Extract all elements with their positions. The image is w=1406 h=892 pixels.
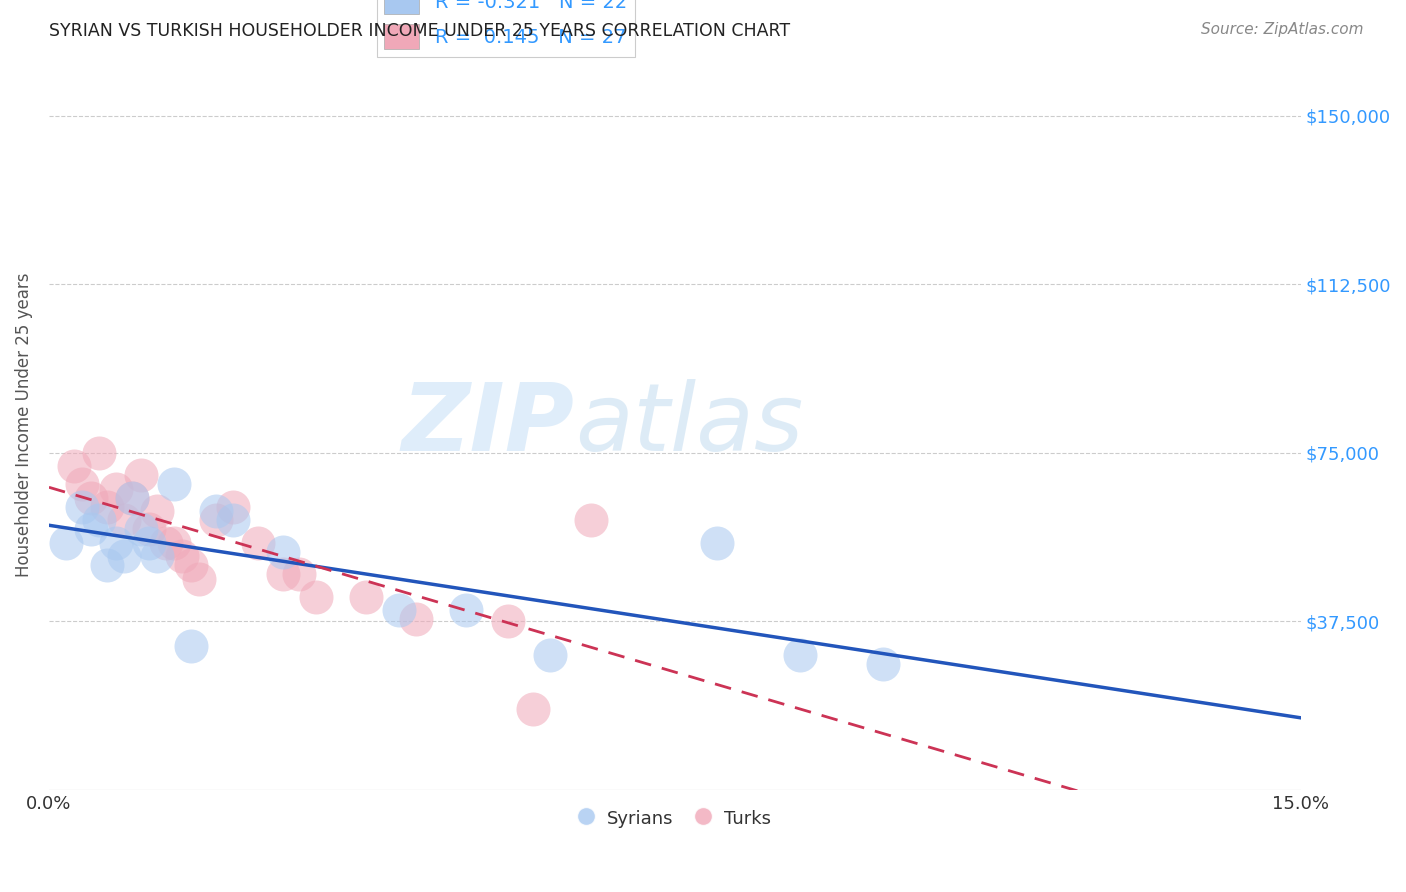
Point	[496, 615, 519, 629]
Point	[96, 500, 118, 514]
Point	[129, 468, 152, 483]
Point	[163, 535, 186, 549]
Point	[104, 482, 127, 496]
Point	[271, 567, 294, 582]
Y-axis label: Householder Income Under 25 years: Householder Income Under 25 years	[15, 273, 32, 577]
Point	[172, 549, 194, 564]
Text: SYRIAN VS TURKISH HOUSEHOLDER INCOME UNDER 25 YEARS CORRELATION CHART: SYRIAN VS TURKISH HOUSEHOLDER INCOME UND…	[49, 22, 790, 40]
Point	[188, 572, 211, 586]
Point	[121, 491, 143, 505]
Text: ZIP: ZIP	[402, 379, 575, 471]
Point	[146, 549, 169, 564]
Point	[305, 590, 328, 604]
Point	[138, 535, 160, 549]
Point	[271, 545, 294, 559]
Point	[246, 535, 269, 549]
Point	[55, 535, 77, 549]
Point	[87, 446, 110, 460]
Point	[155, 535, 177, 549]
Point	[80, 491, 103, 505]
Point	[180, 639, 202, 653]
Text: Source: ZipAtlas.com: Source: ZipAtlas.com	[1201, 22, 1364, 37]
Point	[456, 603, 478, 617]
Text: atlas: atlas	[575, 379, 803, 470]
Point	[581, 513, 603, 527]
Point	[163, 477, 186, 491]
Point	[87, 513, 110, 527]
Point	[221, 513, 243, 527]
Point	[706, 535, 728, 549]
Point	[288, 567, 311, 582]
Point	[388, 603, 411, 617]
Point	[538, 648, 561, 662]
Point	[872, 657, 894, 671]
Point	[221, 500, 243, 514]
Point	[354, 590, 377, 604]
Point	[205, 513, 228, 527]
Point	[522, 702, 544, 716]
Point	[180, 558, 202, 573]
Point	[72, 500, 94, 514]
Point	[121, 491, 143, 505]
Point	[104, 535, 127, 549]
Point	[112, 549, 135, 564]
Point	[112, 513, 135, 527]
Point	[205, 504, 228, 518]
Point	[129, 522, 152, 536]
Legend: Syrians, Turks: Syrians, Turks	[571, 800, 779, 836]
Point	[138, 522, 160, 536]
Point	[72, 477, 94, 491]
Point	[146, 504, 169, 518]
Point	[63, 459, 86, 474]
Point	[789, 648, 811, 662]
Point	[96, 558, 118, 573]
Point	[405, 612, 427, 626]
Point	[80, 522, 103, 536]
